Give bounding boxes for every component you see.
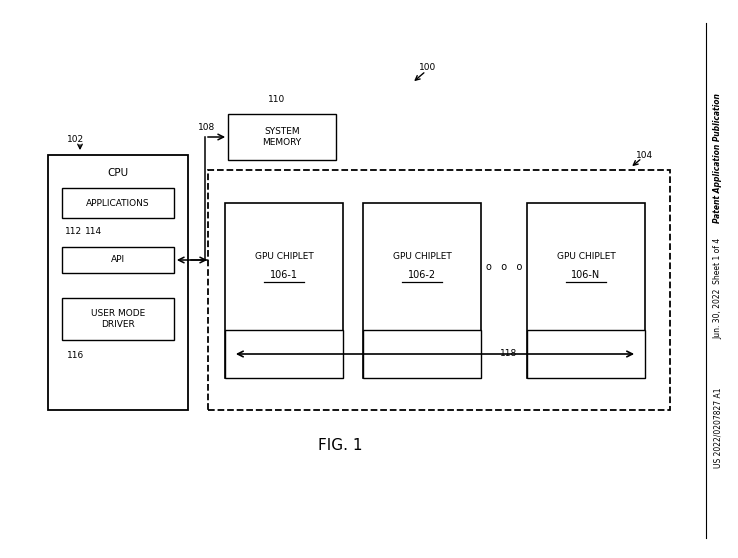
Text: 116: 116 [67, 352, 85, 360]
Text: 104: 104 [636, 152, 654, 161]
Text: 102: 102 [67, 136, 85, 145]
Bar [363, 330, 481, 378]
Text: 100: 100 [419, 64, 437, 73]
Bar [228, 114, 336, 160]
Text: 106-1: 106-1 [270, 270, 298, 280]
Text: Patent Application Publication: Patent Application Publication [714, 93, 723, 223]
Text: 108: 108 [199, 123, 215, 132]
Bar [208, 170, 670, 410]
Text: 118: 118 [500, 349, 517, 358]
Text: 106-2: 106-2 [408, 270, 436, 280]
Bar [527, 203, 645, 378]
Bar [48, 155, 188, 410]
Text: Jun. 30, 2022  Sheet 1 of 4: Jun. 30, 2022 Sheet 1 of 4 [714, 237, 723, 339]
Bar [363, 203, 481, 378]
Text: SYSTEM
MEMORY: SYSTEM MEMORY [263, 127, 302, 147]
Bar [225, 330, 343, 378]
Text: o   o   o: o o o [486, 262, 523, 272]
Text: 112: 112 [66, 228, 83, 237]
Text: GPU CHIPLET: GPU CHIPLET [556, 252, 615, 261]
Text: 114: 114 [86, 228, 103, 237]
Bar [62, 298, 174, 340]
Text: CPU: CPU [108, 168, 128, 178]
Text: FIG. 1: FIG. 1 [318, 439, 362, 454]
Bar [62, 247, 174, 273]
Bar [225, 203, 343, 378]
Bar [62, 188, 174, 218]
Text: APPLICATIONS: APPLICATIONS [86, 199, 150, 208]
Bar [527, 330, 645, 378]
Text: API: API [111, 256, 125, 264]
Text: GPU CHIPLET: GPU CHIPLET [255, 252, 314, 261]
Text: USER MODE
DRIVER: USER MODE DRIVER [91, 309, 145, 329]
Text: US 2022/0207827 A1: US 2022/0207827 A1 [714, 388, 723, 468]
Text: GPU CHIPLET: GPU CHIPLET [393, 252, 452, 261]
Text: 110: 110 [269, 95, 286, 104]
Text: 106-N: 106-N [571, 270, 601, 280]
